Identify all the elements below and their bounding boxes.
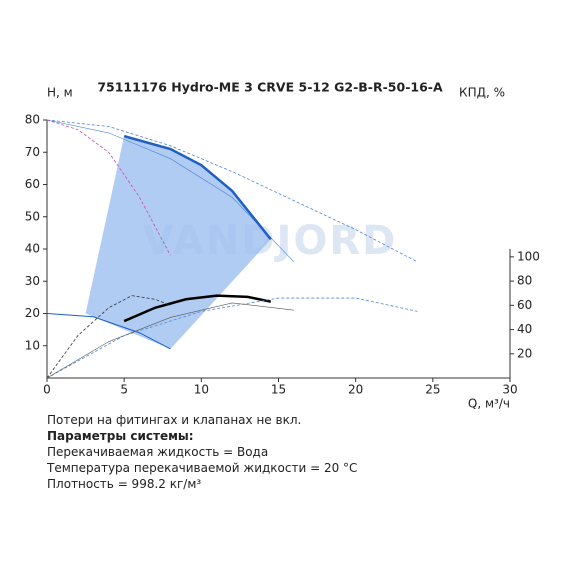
operating-area [85,136,271,349]
curve [46,313,171,350]
y2-tick-label: 80 [517,274,532,288]
curve [46,295,171,379]
chart: 75111176 Hydro-ME 3 CRVE 5-12 G2-B-R-50-… [25,80,540,411]
note: Температура перекачиваемой жидкости = 20… [47,461,358,475]
y-tick-label: 80 [25,113,40,127]
note-heading: Параметры системы: [47,429,194,443]
y-tick-label: 50 [25,209,40,223]
note: Потери на фитингах и клапанах не вкл. [47,413,302,427]
y2-axis-label: КПД, % [459,86,505,100]
note: Плотность = 998.2 кг/м³ [47,477,202,491]
curve [46,302,294,379]
y-tick-label: 10 [25,338,40,352]
y-axis-label: H, м [47,86,73,100]
y2-tick-label: 100 [517,249,540,263]
x-tick-label: 30 [502,383,517,397]
notes: Потери на фитингах и клапанах не вкл. Па… [47,412,357,492]
x-tick-label: 20 [348,383,363,397]
note: Перекачиваемая жидкость = Вода [47,445,269,459]
curve [123,294,272,323]
y-tick-label: 40 [25,242,40,256]
x-tick-label: 5 [120,383,128,397]
y2-tick-label: 40 [517,322,532,336]
curve [123,134,272,241]
y2-tick-label: 60 [517,298,532,312]
x-tick-label: 25 [425,383,440,397]
y-tick-label: 30 [25,274,40,288]
curve [46,119,418,263]
x-tick-label: 15 [271,383,286,397]
y-tick-label: 60 [25,177,40,191]
curve [46,119,171,256]
curve [46,119,295,263]
x-tick-label: 0 [43,383,51,397]
chart-title: 75111176 Hydro-ME 3 CRVE 5-12 G2-B-R-50-… [97,80,443,95]
y-tick-label: 20 [25,306,40,320]
y2-tick-label: 20 [517,346,532,360]
y-tick-label: 70 [25,145,40,159]
x-axis-label: Q, м³/ч [468,397,510,411]
x-tick-label: 10 [194,383,209,397]
